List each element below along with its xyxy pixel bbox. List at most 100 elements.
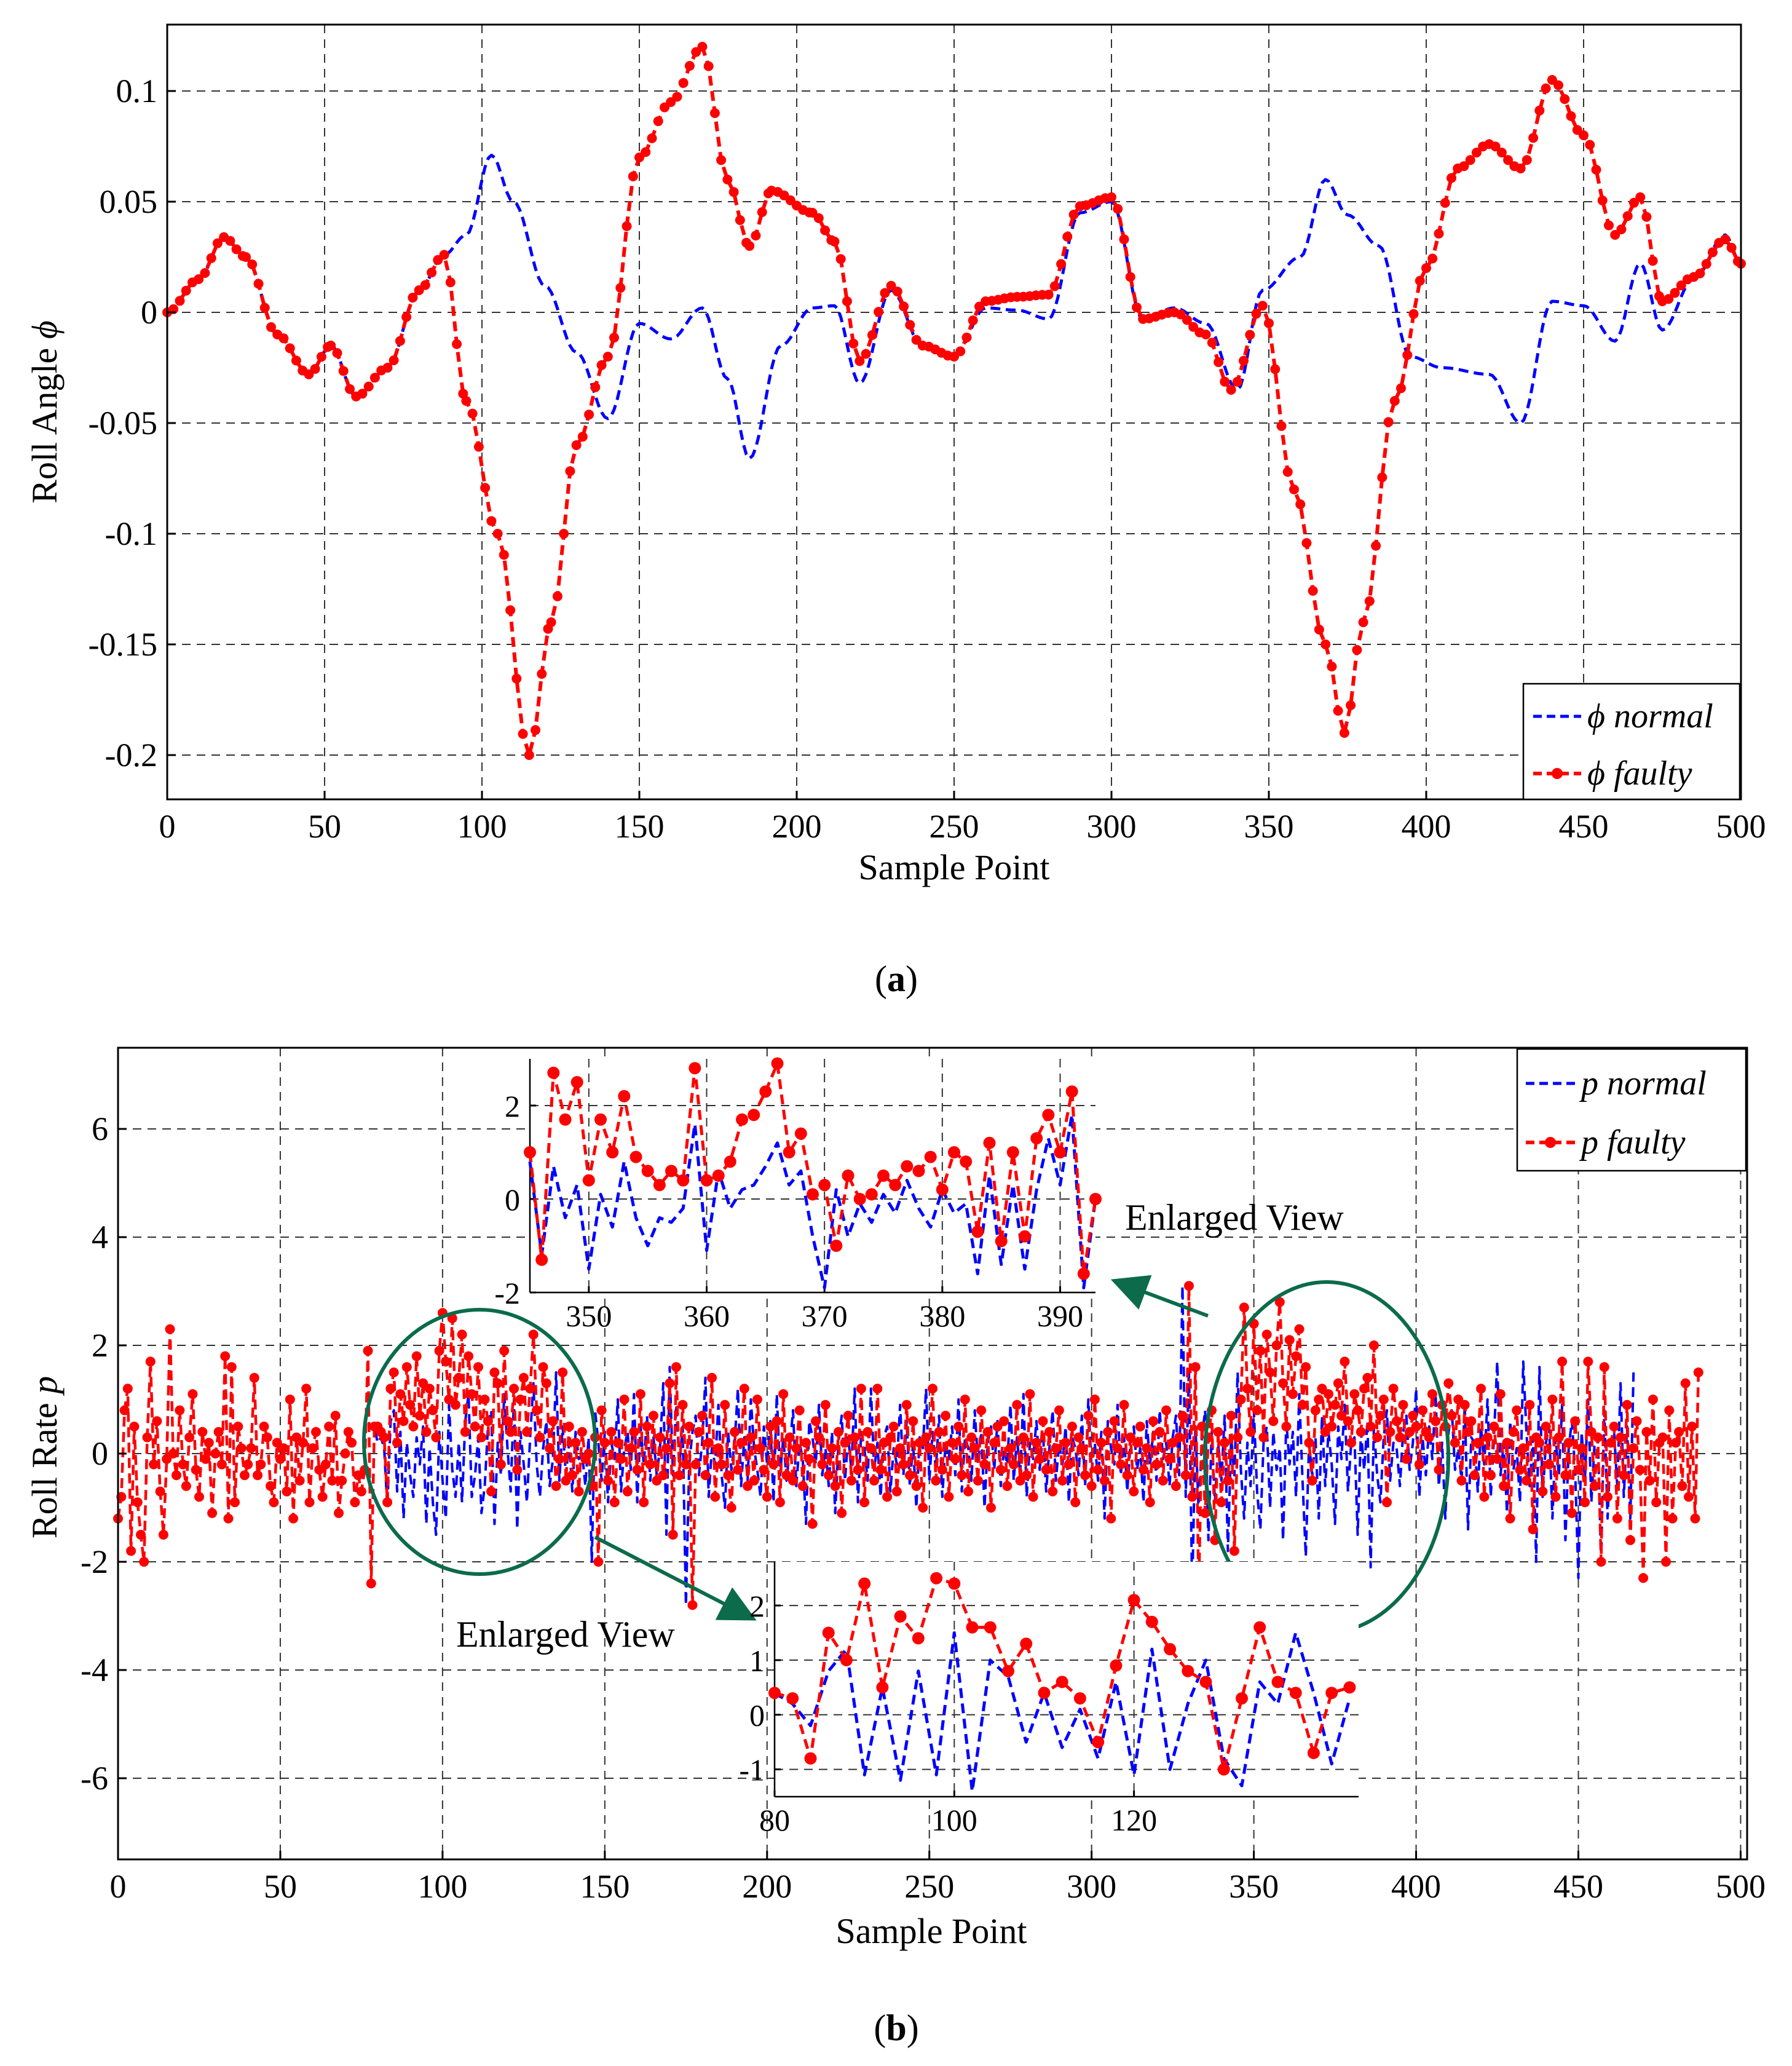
phi-faulty-point bbox=[427, 267, 437, 278]
p-faulty-point bbox=[1274, 1297, 1285, 1307]
inset-faulty-point bbox=[1236, 1692, 1248, 1705]
inset-faulty-point bbox=[677, 1174, 690, 1187]
p-faulty-point bbox=[661, 1443, 672, 1454]
p-faulty-point bbox=[340, 1449, 350, 1458]
p-faulty-point bbox=[1609, 1422, 1619, 1431]
p-faulty-point bbox=[762, 1492, 772, 1502]
phi-faulty-point bbox=[1641, 212, 1652, 222]
p-faulty-point bbox=[1089, 1395, 1100, 1404]
phi-faulty-point bbox=[1175, 309, 1186, 320]
p-faulty-point bbox=[1684, 1492, 1694, 1502]
p-faulty-point bbox=[457, 1329, 467, 1340]
p-faulty-point bbox=[720, 1399, 730, 1410]
phi-faulty-point bbox=[697, 42, 708, 52]
p-faulty-point bbox=[888, 1422, 899, 1431]
p-faulty-point bbox=[693, 1427, 704, 1437]
p-faulty-point bbox=[1431, 1416, 1441, 1427]
y-tick-label: -0.1 bbox=[105, 515, 157, 552]
p-faulty-point bbox=[1547, 1395, 1558, 1404]
phi-faulty-point bbox=[247, 259, 258, 269]
phi-faulty-point bbox=[880, 288, 890, 298]
inset-faulty-point bbox=[700, 1174, 713, 1187]
phi-faulty-point bbox=[1182, 315, 1192, 325]
phi-faulty-point bbox=[1226, 385, 1236, 395]
p-faulty-point bbox=[558, 1367, 568, 1377]
phi-faulty-point bbox=[1327, 662, 1337, 671]
p-faulty-point bbox=[862, 1427, 873, 1437]
p-faulty-point bbox=[1443, 1378, 1454, 1388]
p-faulty-point bbox=[275, 1454, 285, 1464]
p-faulty-point bbox=[1606, 1438, 1616, 1448]
chart-a-caption-letter: a bbox=[887, 959, 906, 999]
x-tick-label: 0 bbox=[110, 1868, 127, 1905]
p-faulty-point bbox=[288, 1513, 299, 1524]
p-faulty-point bbox=[652, 1476, 662, 1486]
phi-faulty-point bbox=[1364, 596, 1375, 606]
phi-faulty-point bbox=[1628, 197, 1639, 208]
p-faulty-point bbox=[1083, 1411, 1094, 1421]
phi-faulty-point bbox=[1389, 396, 1400, 406]
phi-faulty-point bbox=[1220, 376, 1230, 387]
p-faulty-point bbox=[1525, 1399, 1535, 1410]
p-faulty-point bbox=[804, 1454, 815, 1464]
p-faulty-point bbox=[1395, 1432, 1405, 1443]
p-faulty-point bbox=[1320, 1427, 1330, 1437]
p-faulty-point bbox=[976, 1405, 987, 1415]
phi-faulty-point bbox=[1371, 540, 1381, 551]
x-tick-label: 300 bbox=[1067, 1868, 1116, 1905]
p-faulty-point bbox=[119, 1405, 130, 1415]
p-faulty-point bbox=[1340, 1356, 1350, 1367]
p-faulty-point bbox=[700, 1470, 711, 1481]
inset-faulty-point bbox=[948, 1577, 961, 1590]
phi-faulty-point bbox=[722, 175, 733, 184]
inset-faulty-point bbox=[936, 1183, 949, 1196]
inset-bottom: 80 100 120 2 1 0 -1 bbox=[739, 1562, 1359, 1837]
p-faulty-point bbox=[1271, 1340, 1282, 1350]
p-faulty-point bbox=[337, 1476, 347, 1486]
p-faulty-point bbox=[677, 1399, 688, 1410]
p-faulty-point bbox=[347, 1438, 357, 1448]
inset-faulty-point bbox=[995, 1235, 1008, 1248]
p-faulty-point bbox=[1680, 1378, 1691, 1388]
p-faulty-point bbox=[253, 1470, 262, 1481]
p-faulty-point bbox=[541, 1378, 551, 1388]
p-faulty-point bbox=[1041, 1465, 1051, 1475]
inset-faulty-point bbox=[594, 1113, 607, 1126]
inset-faulty-point bbox=[786, 1692, 799, 1705]
p-faulty-point bbox=[1255, 1345, 1266, 1356]
p-faulty-point bbox=[1048, 1486, 1058, 1497]
p-faulty-point bbox=[665, 1378, 675, 1388]
p-faulty-point bbox=[1349, 1389, 1360, 1399]
p-faulty-point bbox=[1372, 1432, 1383, 1443]
p-faulty-point bbox=[1447, 1411, 1457, 1421]
inset-faulty-point bbox=[984, 1621, 997, 1634]
inset-faulty-point bbox=[930, 1572, 943, 1585]
phi-faulty-point bbox=[310, 364, 320, 374]
p-faulty-point bbox=[1596, 1557, 1606, 1567]
p-faulty-point bbox=[1096, 1438, 1107, 1448]
phi-faulty-point bbox=[867, 330, 877, 340]
p-faulty-point bbox=[911, 1481, 922, 1491]
p-faulty-point bbox=[599, 1438, 610, 1448]
phi-faulty-point bbox=[1695, 268, 1705, 279]
p-faulty-point bbox=[1405, 1427, 1415, 1437]
phi-faulty-point bbox=[1440, 198, 1450, 208]
p-faulty-point bbox=[885, 1432, 896, 1443]
phi-faulty-point bbox=[672, 92, 682, 102]
p-faulty-point bbox=[1060, 1438, 1071, 1448]
phi-faulty-point bbox=[1528, 133, 1539, 143]
phi-faulty-point bbox=[1068, 210, 1079, 220]
p-faulty-point bbox=[285, 1395, 295, 1404]
phi-faulty-point bbox=[492, 529, 503, 539]
p-faulty-point bbox=[548, 1416, 558, 1427]
phi-faulty-point bbox=[744, 241, 755, 251]
p-faulty-point bbox=[1106, 1513, 1116, 1524]
p-faulty-point bbox=[1580, 1497, 1590, 1508]
p-faulty-point bbox=[1434, 1465, 1444, 1475]
p-faulty-point bbox=[960, 1395, 970, 1404]
phi-faulty-point bbox=[357, 389, 368, 399]
x-tick-label: 50 bbox=[264, 1868, 297, 1905]
p-faulty-point bbox=[577, 1427, 587, 1437]
phi-faulty-point bbox=[518, 729, 528, 739]
inset-faulty-point bbox=[901, 1160, 914, 1173]
